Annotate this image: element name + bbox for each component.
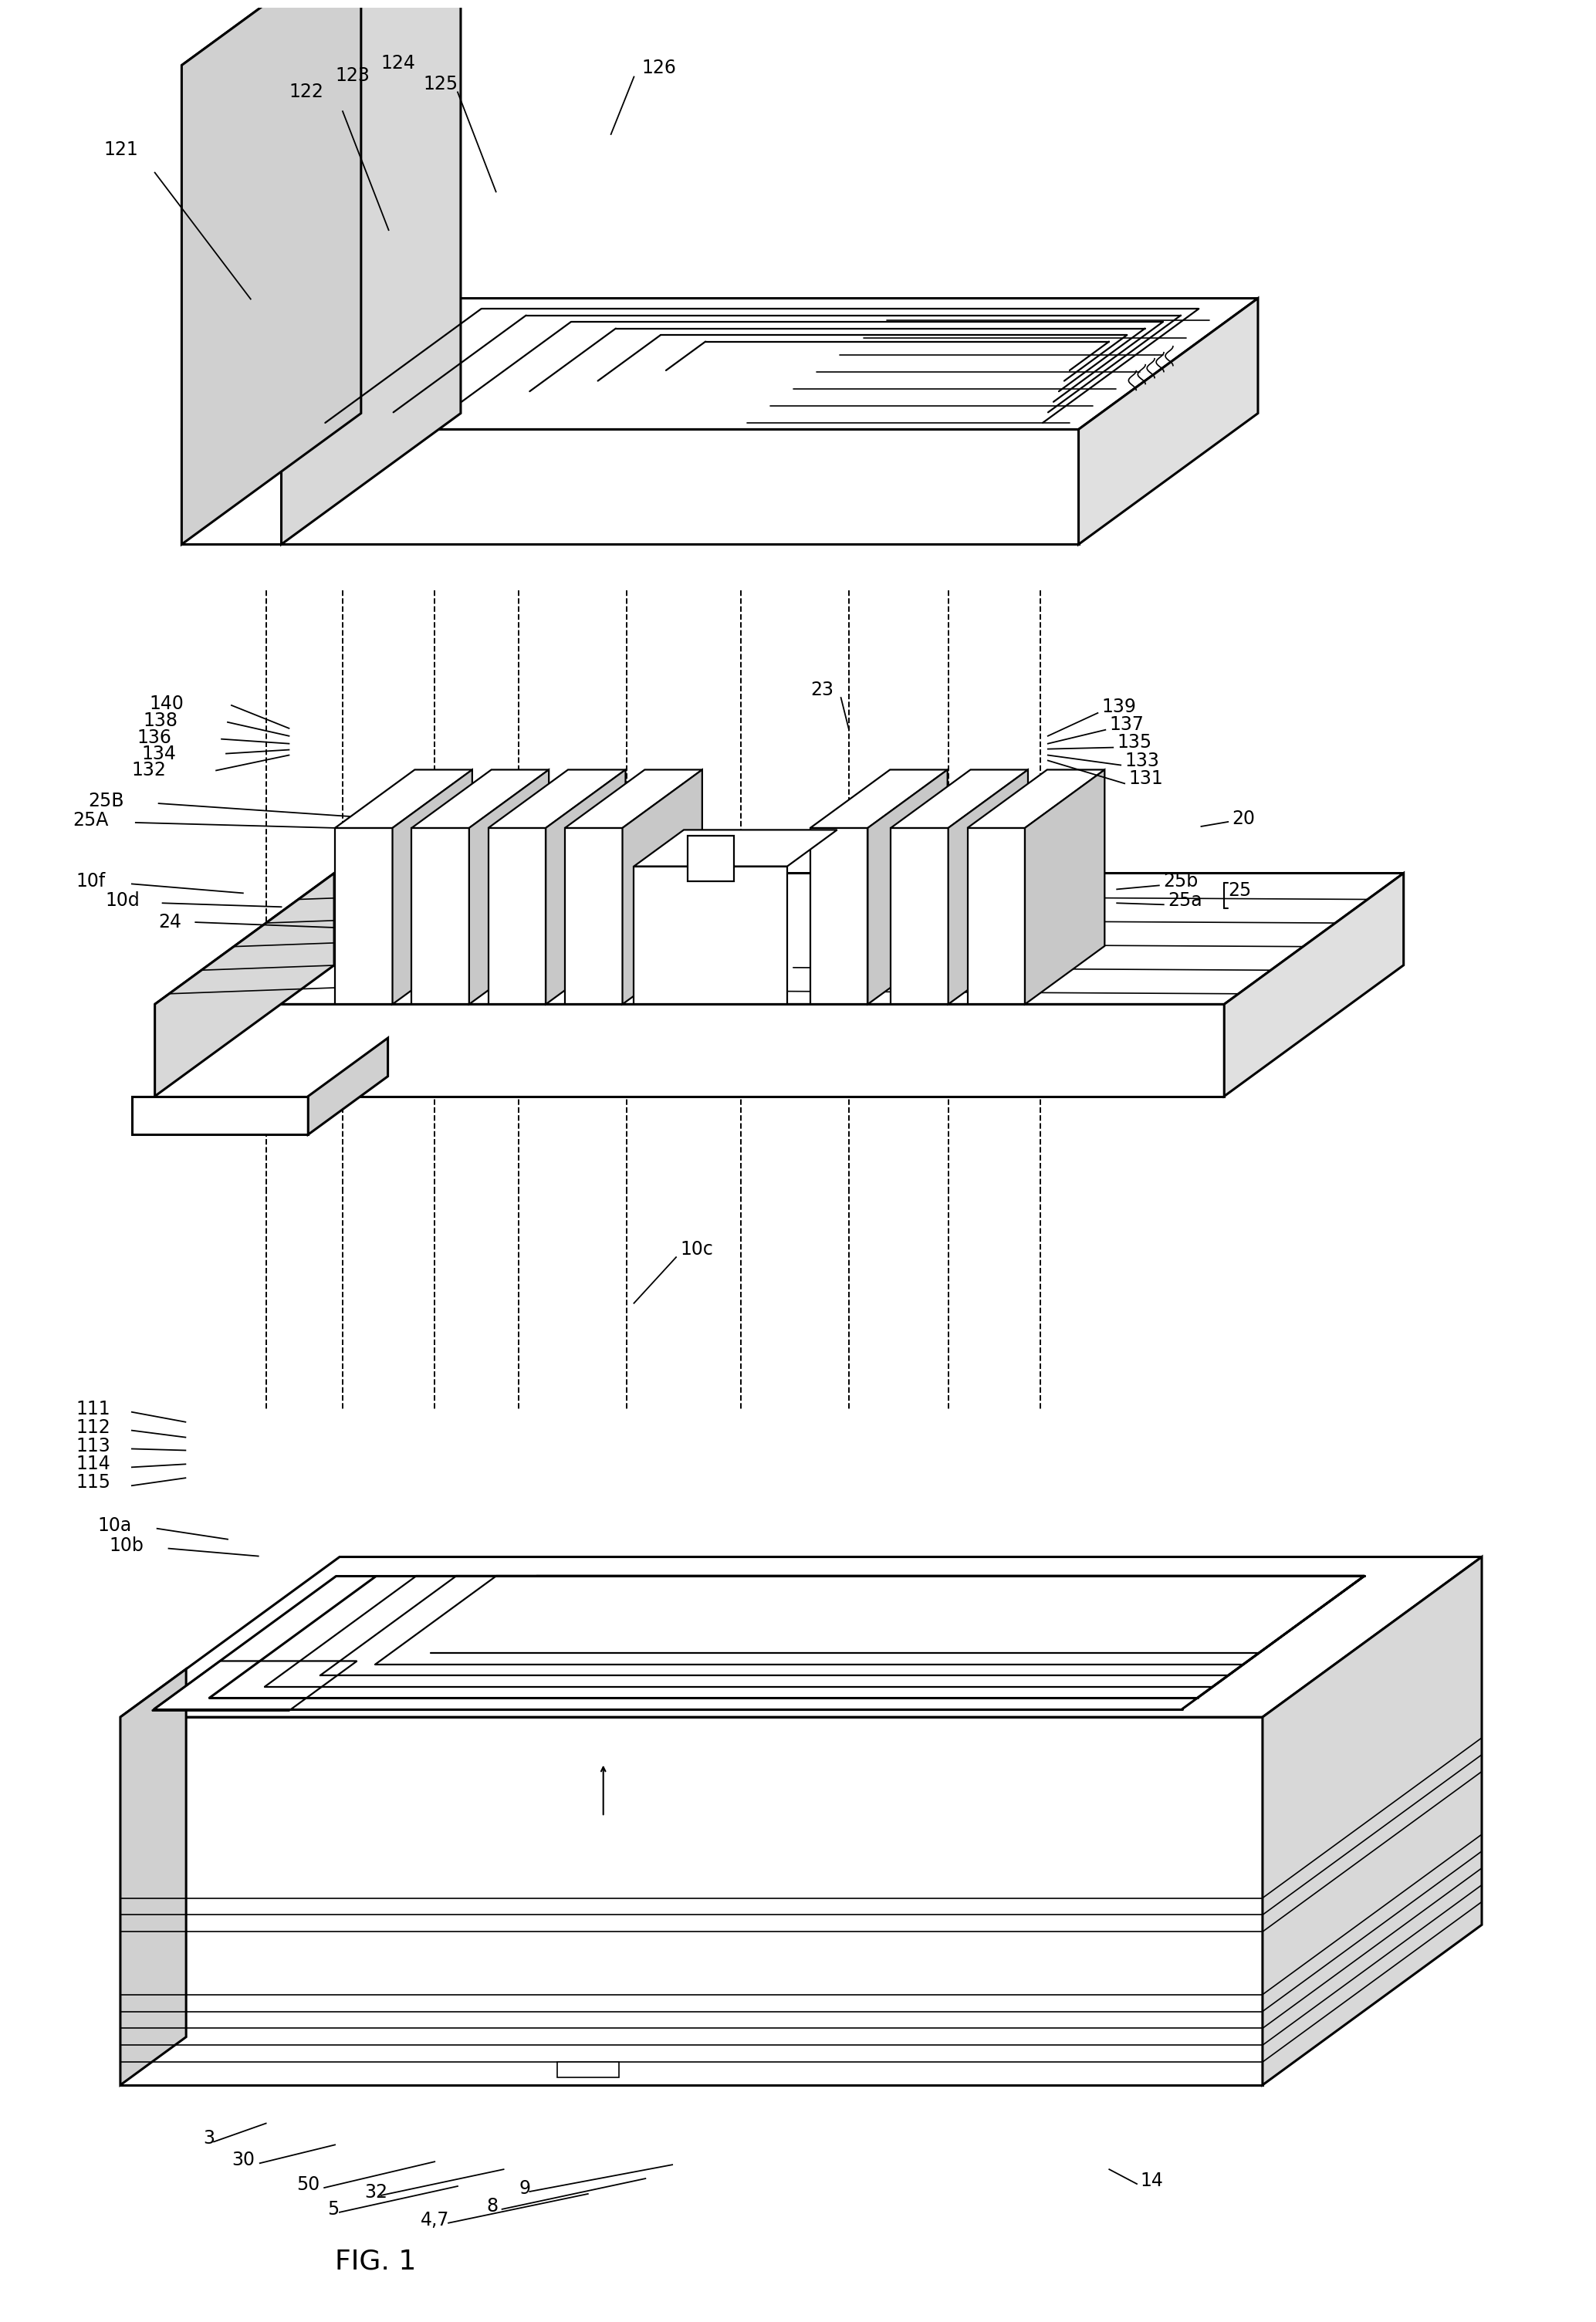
Text: 133: 133 <box>1125 752 1159 771</box>
Text: 3: 3 <box>203 2129 215 2148</box>
Polygon shape <box>182 65 281 543</box>
Polygon shape <box>967 769 1104 829</box>
Polygon shape <box>155 873 334 1096</box>
Polygon shape <box>634 866 787 1003</box>
Text: 113: 113 <box>77 1437 110 1456</box>
Polygon shape <box>557 2062 619 2078</box>
Text: 126: 126 <box>642 58 677 77</box>
Polygon shape <box>182 0 361 543</box>
Polygon shape <box>281 0 461 543</box>
Text: 25: 25 <box>1227 882 1251 901</box>
Text: 32: 32 <box>364 2183 388 2201</box>
Text: 140: 140 <box>150 694 184 713</box>
Polygon shape <box>622 769 702 1003</box>
Polygon shape <box>120 1556 1481 1716</box>
Text: 10c: 10c <box>680 1240 713 1259</box>
Text: 24: 24 <box>158 913 182 931</box>
Text: 131: 131 <box>1128 769 1163 787</box>
Polygon shape <box>120 1716 1262 2085</box>
Polygon shape <box>948 769 1028 1003</box>
Text: 4,7: 4,7 <box>421 2211 450 2229</box>
Text: 10a: 10a <box>97 1516 131 1535</box>
Text: 23: 23 <box>811 680 833 699</box>
Polygon shape <box>891 769 1028 829</box>
Polygon shape <box>811 769 948 829</box>
Text: 137: 137 <box>1109 715 1144 734</box>
Text: 114: 114 <box>77 1456 110 1474</box>
Polygon shape <box>182 297 1258 430</box>
Text: 132: 132 <box>132 762 166 780</box>
Polygon shape <box>155 1003 1224 1096</box>
Polygon shape <box>565 829 622 1003</box>
Polygon shape <box>868 769 948 1003</box>
Text: 25a: 25a <box>1168 892 1202 910</box>
Polygon shape <box>1262 1556 1481 2085</box>
Text: FIG. 1: FIG. 1 <box>335 2248 417 2276</box>
Polygon shape <box>811 829 868 1003</box>
Text: 10b: 10b <box>109 1537 144 1556</box>
Text: 139: 139 <box>1101 697 1136 715</box>
Polygon shape <box>488 769 626 829</box>
Polygon shape <box>469 769 549 1003</box>
Polygon shape <box>891 829 948 1003</box>
Polygon shape <box>488 829 546 1003</box>
Text: 123: 123 <box>335 65 370 84</box>
Polygon shape <box>120 1670 187 2085</box>
Text: 5: 5 <box>327 2199 338 2218</box>
Polygon shape <box>335 769 472 829</box>
Text: 14: 14 <box>1140 2171 1163 2190</box>
Polygon shape <box>1025 769 1104 1003</box>
Polygon shape <box>182 0 461 65</box>
Text: 122: 122 <box>289 84 324 102</box>
Text: 25A: 25A <box>73 810 109 829</box>
Polygon shape <box>155 873 1403 1003</box>
Text: 134: 134 <box>142 745 177 764</box>
Text: 112: 112 <box>77 1419 110 1437</box>
Polygon shape <box>565 769 702 829</box>
Polygon shape <box>546 769 626 1003</box>
Polygon shape <box>1224 873 1403 1096</box>
Polygon shape <box>412 769 549 829</box>
Polygon shape <box>412 829 469 1003</box>
Text: 25B: 25B <box>88 792 124 810</box>
Polygon shape <box>967 829 1025 1003</box>
Text: 125: 125 <box>423 74 458 93</box>
Text: 20: 20 <box>1232 810 1254 829</box>
Text: 30: 30 <box>231 2150 255 2169</box>
Polygon shape <box>308 1038 388 1135</box>
Text: 8: 8 <box>487 2197 498 2215</box>
Text: 9: 9 <box>519 2180 530 2197</box>
Text: 124: 124 <box>381 53 415 72</box>
Text: 10d: 10d <box>105 892 139 910</box>
Text: 111: 111 <box>77 1400 110 1419</box>
Polygon shape <box>182 430 1079 543</box>
Text: 136: 136 <box>137 729 172 748</box>
Polygon shape <box>152 1660 358 1711</box>
Polygon shape <box>634 829 836 866</box>
Text: 121: 121 <box>104 139 137 158</box>
Polygon shape <box>132 1096 308 1135</box>
Text: 138: 138 <box>144 711 179 729</box>
Polygon shape <box>393 769 472 1003</box>
Text: 115: 115 <box>77 1472 110 1491</box>
Polygon shape <box>1079 297 1258 543</box>
Text: 25b: 25b <box>1163 873 1199 892</box>
Text: 50: 50 <box>297 2176 321 2194</box>
Text: 135: 135 <box>1117 734 1152 752</box>
Text: 10f: 10f <box>77 873 105 892</box>
Polygon shape <box>688 836 734 882</box>
Polygon shape <box>335 829 393 1003</box>
